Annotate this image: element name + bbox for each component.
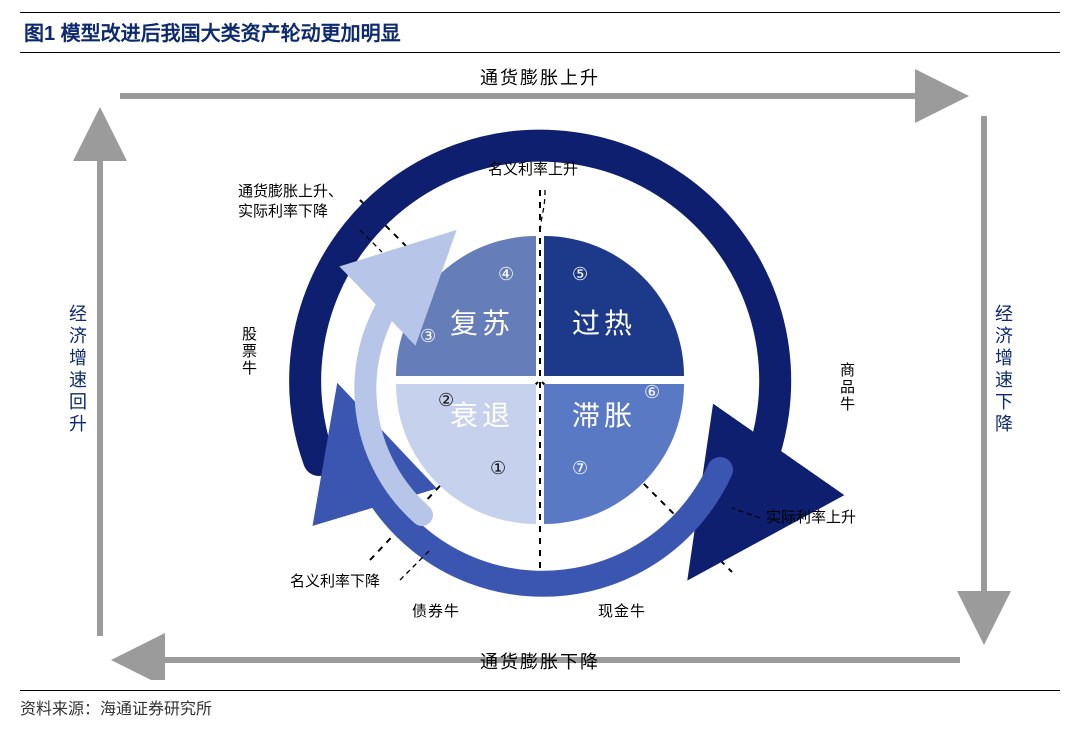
anno-nominal-rate-up: 名义利率上升 (488, 160, 578, 180)
anno-infl-up-rate-down: 通货膨胀上升、 实际利率下降 (238, 182, 343, 221)
circled-4: ④ (498, 264, 514, 285)
circled-6: ⑥ (644, 382, 660, 403)
circled-1: ① (490, 458, 506, 479)
diagram-area: 通货膨胀上升 通货膨胀下降 经济增速回升 经济增速下降 (60, 60, 1020, 680)
circled-3: ③ (420, 326, 436, 347)
spiral-and-pie (60, 60, 1020, 680)
bull-bond: 债券牛 (412, 600, 460, 621)
figure-title: 图1 模型改进后我国大类资产轮动更加明显 (20, 17, 1060, 46)
label-recession: 衰退 (450, 394, 514, 434)
bull-stock: 股票牛 (238, 326, 259, 377)
figure-container: 图1 模型改进后我国大类资产轮动更加明显 通货膨胀上升 通货膨胀下降 经济增速回… (0, 0, 1080, 733)
label-stagflation: 滞胀 (572, 394, 636, 434)
bull-cash: 现金牛 (598, 600, 646, 621)
source-citation: 资料来源：海通证券研究所 (20, 690, 1060, 719)
circled-2: ② (438, 390, 454, 411)
bull-commodity: 商品牛 (836, 362, 857, 413)
label-recovery: 复苏 (450, 302, 514, 342)
anno-nominal-rate-down: 名义利率下降 (290, 572, 380, 592)
circled-7: ⑦ (572, 458, 588, 479)
label-overheat: 过热 (572, 302, 636, 342)
anno-real-rate-up: 实际利率上升 (766, 508, 856, 528)
circled-5: ⑤ (572, 264, 588, 285)
title-bar: 图1 模型改进后我国大类资产轮动更加明显 (20, 12, 1060, 53)
